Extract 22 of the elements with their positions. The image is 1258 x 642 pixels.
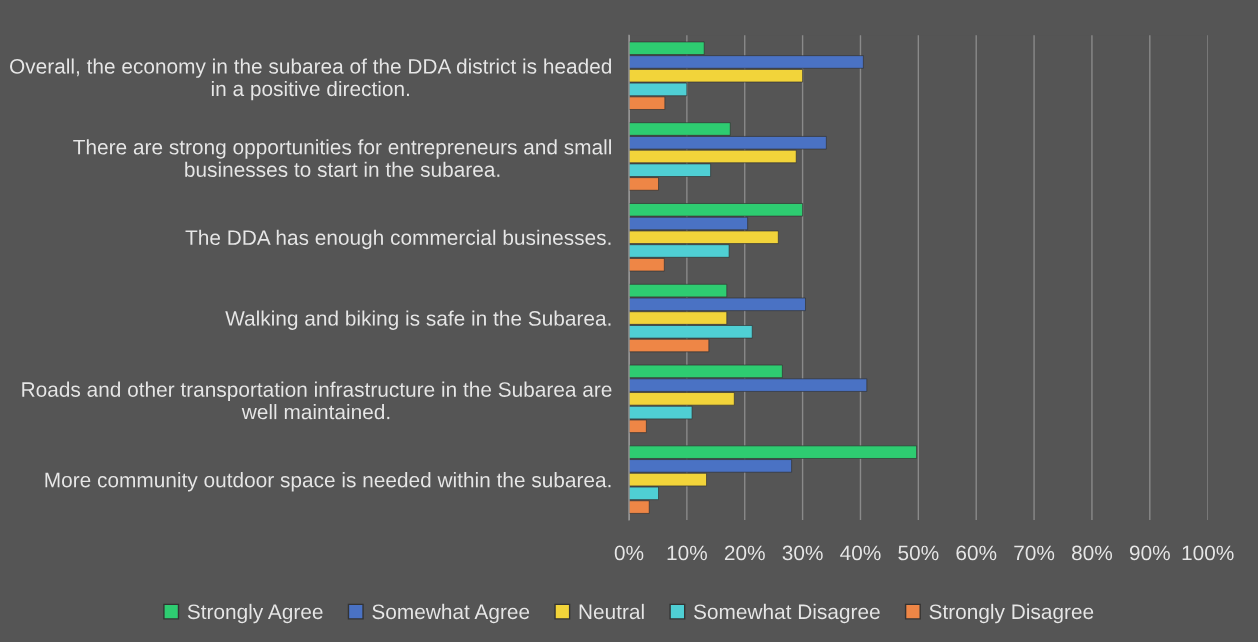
legend-label: Somewhat Disagree	[693, 603, 880, 624]
y-tick-label: Walking and biking is safe in the Subarea.	[225, 310, 611, 330]
legend-label: Somewhat Agree	[372, 603, 530, 624]
x-tick-label: 70%	[1014, 545, 1055, 561]
y-tick-label: The DDA has enough commercial businesses.	[185, 229, 611, 250]
x-tick-label: 90%	[1129, 545, 1170, 561]
legend-label: Strongly Disagree	[929, 603, 1094, 624]
legend-label: Strongly Agree	[187, 603, 323, 624]
y-tick-label: More community outdoor space is needed within the subarea.	[45, 472, 611, 492]
x-tick-label: 50%	[898, 545, 939, 561]
legend-label: Neutral	[579, 603, 644, 620]
x-tick-label: 40%	[840, 545, 881, 561]
y-tick-label: Overall, the economy in the subarea of the DDA district is headed in a positive direction.	[10, 58, 612, 101]
y-tick-label: There are strong opportunities for entrepreneurs and small businesses to start in the subarea.	[73, 139, 611, 177]
x-tick-label: 80%	[1072, 545, 1113, 561]
x-tick-label: 60%	[956, 545, 997, 561]
y-tick-label: Roads and other transportation infrastructure in the Subarea are well maintained.	[22, 381, 612, 420]
x-tick-label: 20%	[724, 545, 765, 561]
x-tick-label: 100%	[1182, 545, 1234, 561]
x-tick-label: 0%	[614, 545, 644, 561]
x-tick-label: 30%	[782, 545, 823, 561]
x-tick-label: 10%	[667, 545, 707, 561]
